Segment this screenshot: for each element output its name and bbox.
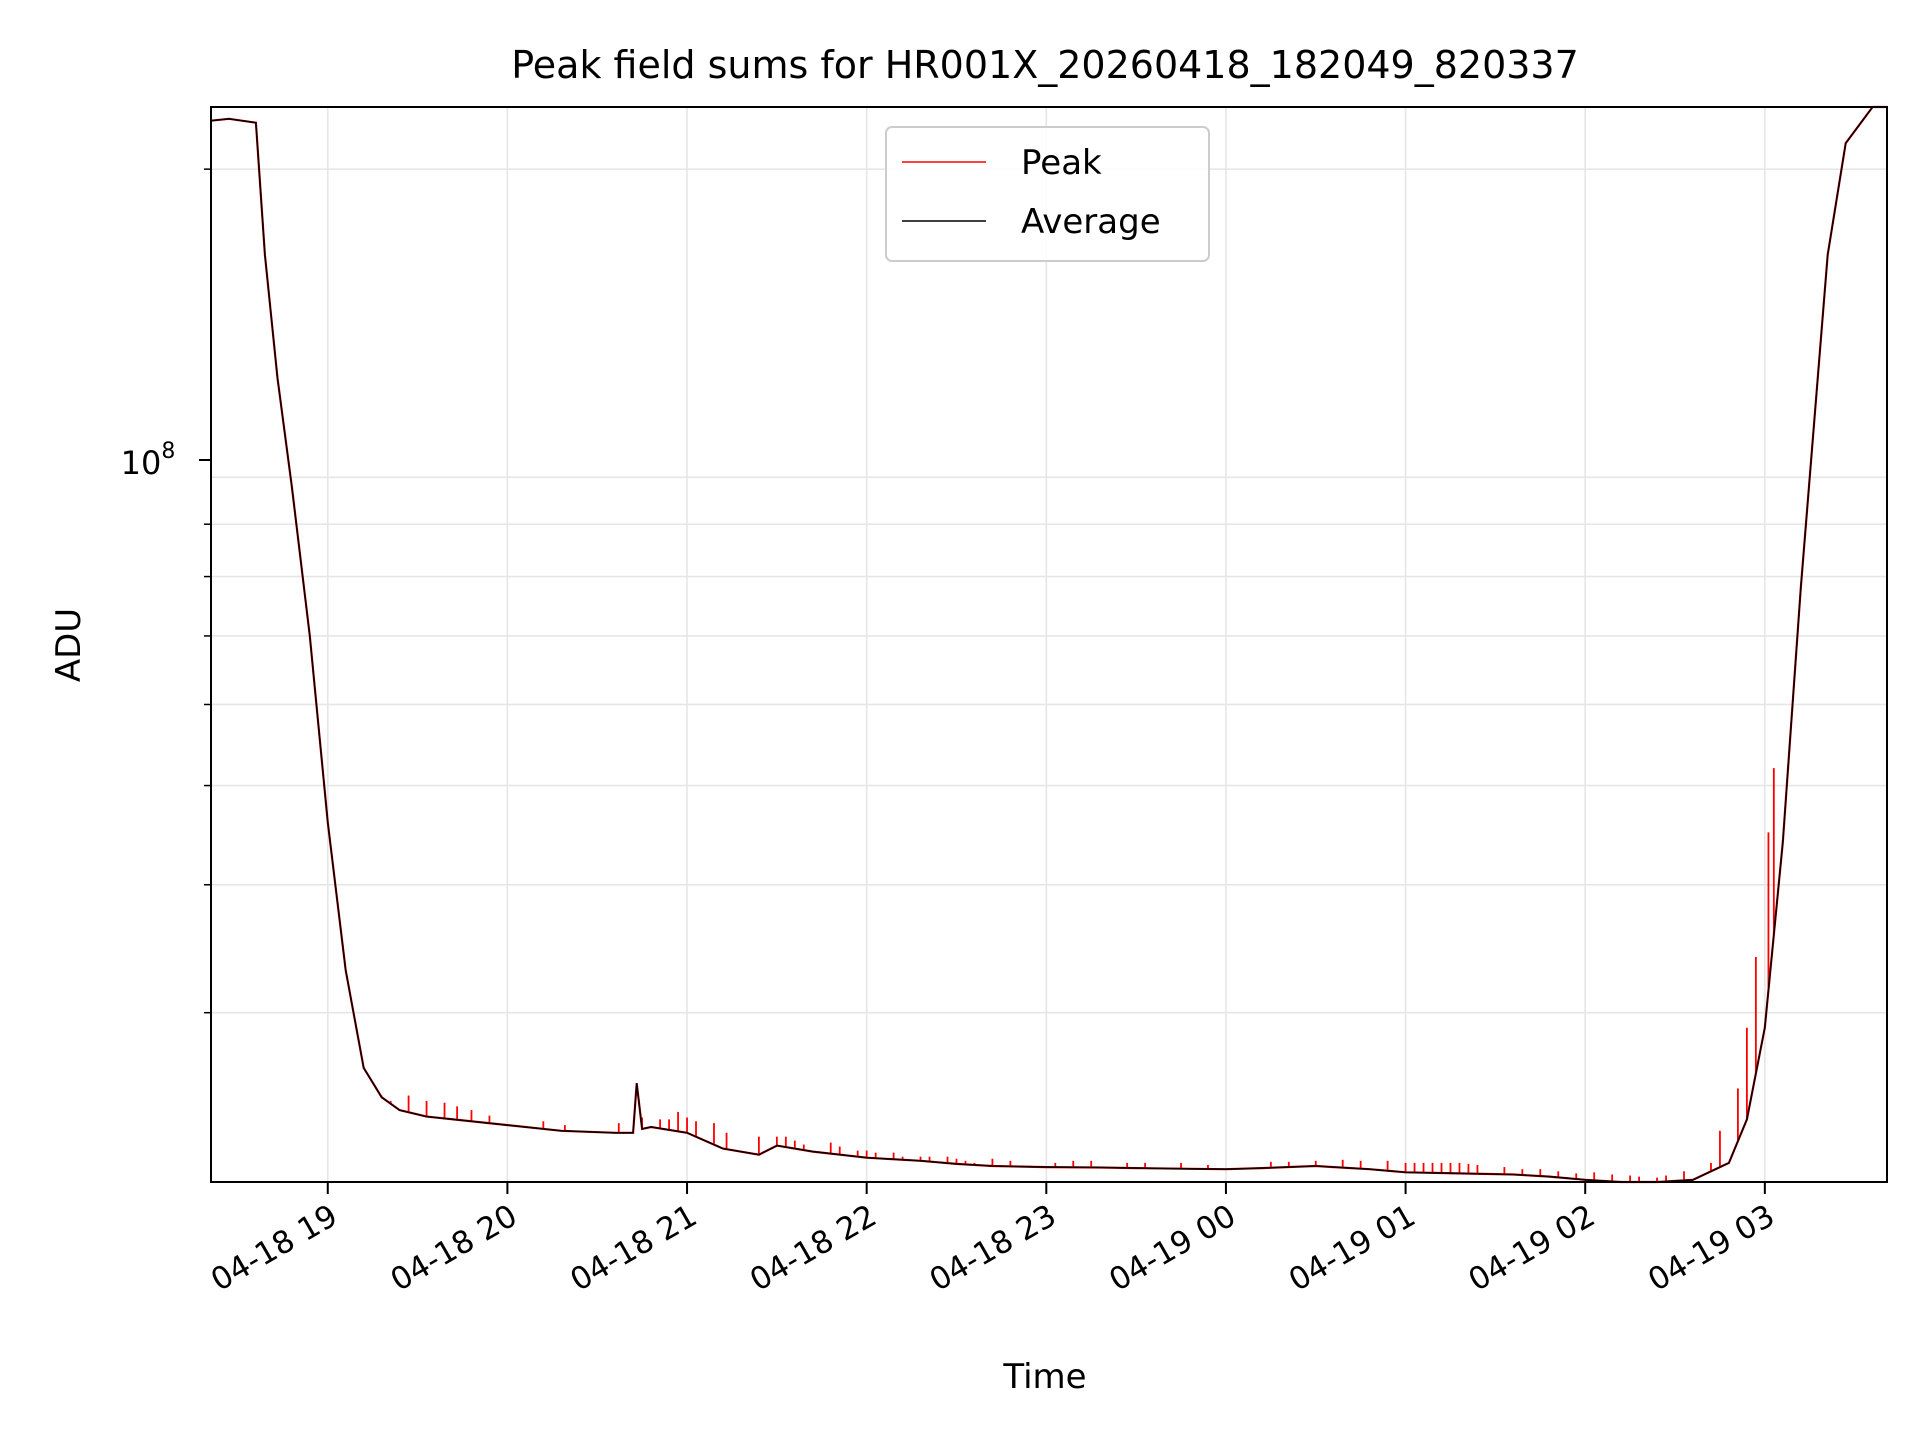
y-axis: 108 <box>121 439 211 482</box>
legend: Peak Average <box>885 126 1210 262</box>
legend-average-label: Average <box>1021 202 1161 242</box>
legend-box <box>885 126 1210 262</box>
y-tick-label: 108 <box>121 439 176 482</box>
y-axis-label: ADU <box>49 608 89 682</box>
x-axis-label: Time <box>1002 1357 1086 1397</box>
y-tick-label-exponent: 8 <box>161 439 175 464</box>
y-tick-label-base: 10 <box>121 444 162 482</box>
average-series <box>210 106 1887 1183</box>
average-line <box>210 106 1887 1183</box>
grid-lines <box>211 107 1887 1182</box>
legend-peak-label: Peak <box>1021 143 1102 183</box>
plot-frame <box>210 106 1888 1183</box>
y-minor-ticks <box>204 168 211 1014</box>
chart-title: Peak field sums for HR001X_20260418_1820… <box>511 43 1579 87</box>
